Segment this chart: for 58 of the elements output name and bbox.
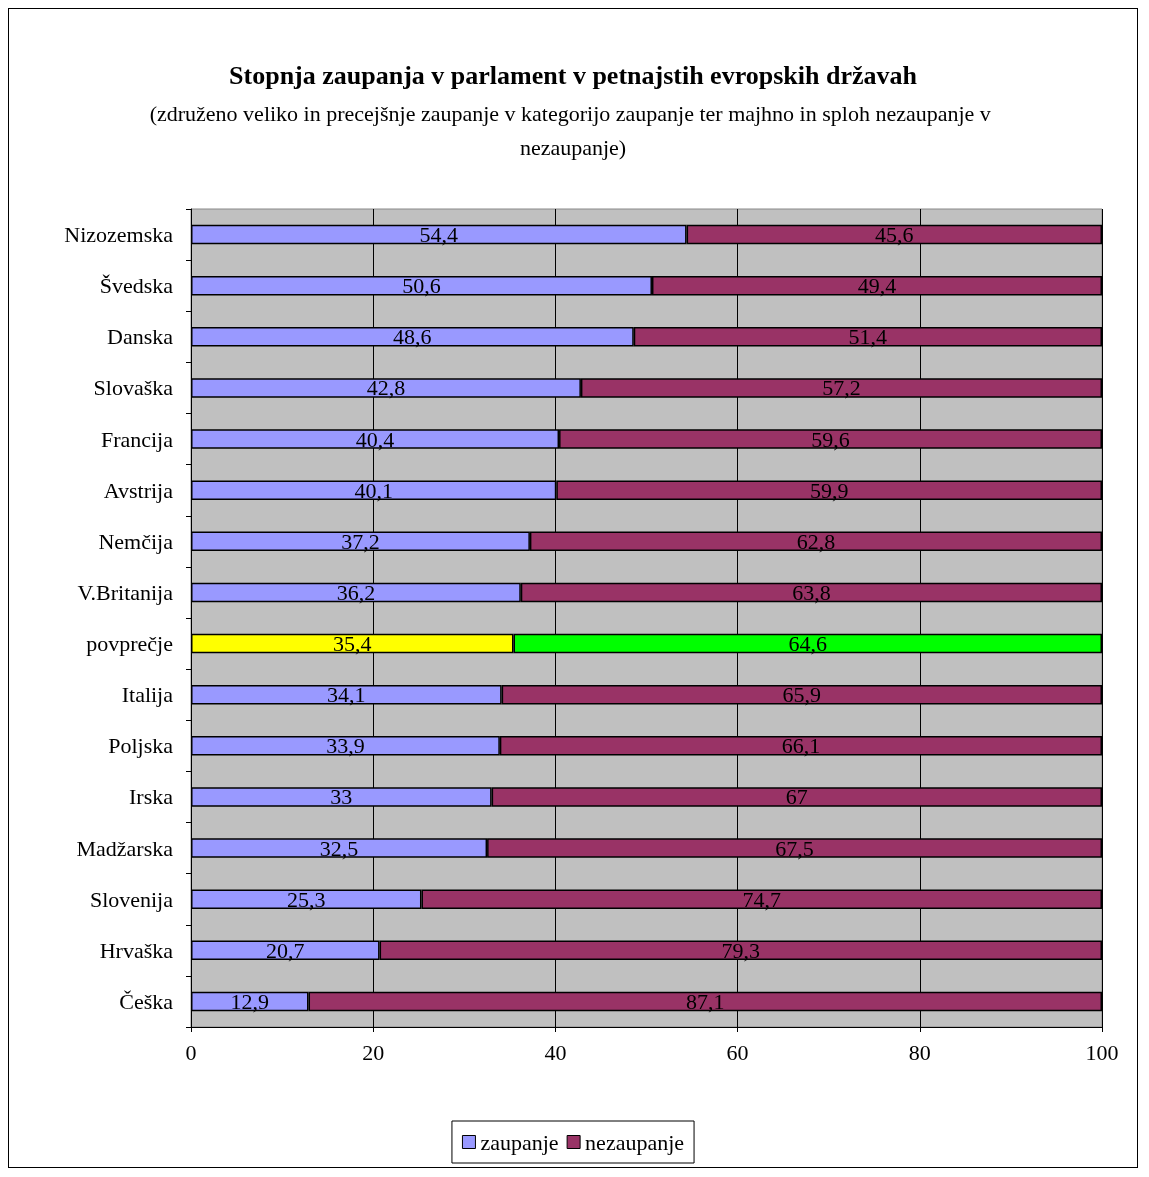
y-tick-label: Slovaška [93,375,174,401]
x-tick-label: 0 [185,1039,197,1065]
x-tick-label: 80 [908,1039,931,1065]
data-label: 63,8 [792,579,831,605]
data-label: 40,1 [354,477,393,503]
data-label: 57,2 [822,375,861,401]
data-label: 79,3 [721,937,761,963]
data-label: 59,9 [809,477,849,503]
data-label: 48,6 [393,324,432,350]
y-tick-label: Nemčija [98,528,174,554]
data-label: 87,1 [686,988,725,1014]
data-label: 74,7 [742,886,781,912]
data-label: 32,5 [319,835,359,861]
data-label: 42,8 [366,375,406,401]
y-tick-label: povprečje [86,631,173,657]
data-label: 54,4 [419,222,459,248]
x-tick-label: 60 [726,1039,749,1065]
data-label: 45,6 [875,222,914,248]
data-label: 25,3 [286,886,326,912]
y-tick-label: Švedska [99,273,174,299]
data-label: 20,7 [266,937,305,963]
data-label: 49,4 [857,273,897,299]
data-label: 12,9 [230,988,270,1014]
chart-title: Stopnja zaupanja v parlament v petnajstih evropskih državah [229,60,918,90]
data-label: 64,6 [788,631,827,657]
data-label: 59,6 [811,426,850,452]
y-tick-label: Slovenija [89,886,174,912]
x-tick-label: 100 [1085,1039,1119,1065]
y-tick-label: Irska [129,784,174,810]
data-label: 37,2 [341,528,380,554]
data-label: 62,8 [796,528,836,554]
y-tick-label: Poljska [108,733,174,759]
data-label: 51,4 [848,324,888,350]
y-tick-label: V.Britanija [77,579,174,605]
chart-subtitle: (združeno veliko in precejšnje zaupanje v kategorijo zaupanje ter majhno in sploh nezaupanje v nezaupanje) [149,100,997,160]
y-tick-label: Italija [121,682,174,708]
data-label: 65,9 [782,682,822,708]
y-tick-label: Hrvaška [99,937,174,963]
x-tick-label: 40 [544,1039,567,1065]
data-label: 33 [330,784,353,810]
legend-label: nezaupanje [585,1129,685,1155]
data-label: 66,1 [781,733,821,759]
x-tick-label: 20 [362,1039,385,1065]
data-label: 50,6 [402,273,441,299]
data-label: 33,9 [326,733,365,759]
y-tick-label: Češka [119,988,174,1014]
y-tick-label: Madžarska [76,835,174,861]
legend-label: zaupanje [480,1129,559,1155]
y-tick-label: Danska [107,324,174,350]
y-tick-label: Nizozemska [64,222,174,248]
data-label: 67 [785,784,808,810]
y-tick-label: Francija [100,426,174,452]
data-label: 34,1 [327,682,366,708]
data-label: 67,5 [775,835,814,861]
y-tick-label: Avstrija [103,477,174,503]
data-label: 40,4 [355,426,395,452]
data-label: 36,2 [336,579,376,605]
data-label: 35,4 [333,631,372,657]
